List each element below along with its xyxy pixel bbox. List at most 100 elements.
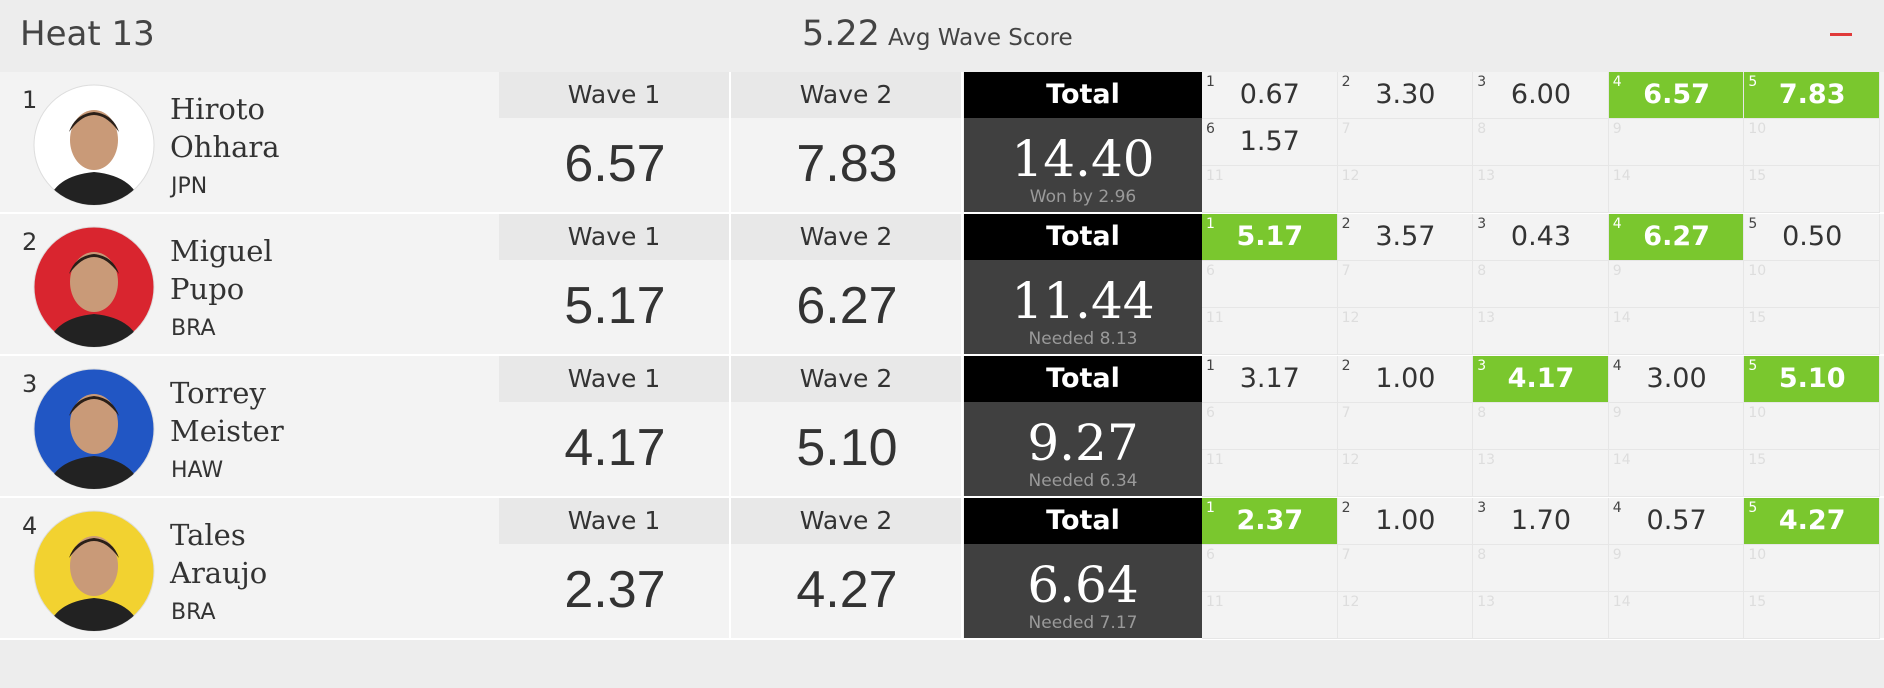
wave-number: 11 — [1206, 452, 1224, 468]
total-score: 6.64 — [1027, 556, 1139, 614]
wave-cell: 7 — [1337, 403, 1474, 450]
wave-number: 10 — [1748, 263, 1767, 279]
best-wave-score: 6.57 — [564, 135, 666, 193]
wave-cell: 14 — [1608, 592, 1745, 639]
wave-value-cell — [499, 118, 731, 212]
avg-label: Avg Wave Score — [887, 25, 1073, 51]
wave-cell: 2 3.57 — [1337, 214, 1474, 261]
wave-number: 2 — [1341, 500, 1351, 516]
wave-number: 1 — [1206, 358, 1215, 374]
wave-number: 8 — [1477, 547, 1487, 563]
rank: 4 — [22, 512, 38, 540]
wave-cell: 1 2.37 — [1202, 498, 1338, 545]
wave-cell: 8 — [1473, 261, 1609, 308]
total-score: 9.27 — [1027, 414, 1139, 472]
wave-cell: 11 — [1202, 308, 1338, 355]
wave-score: 3.00 — [1646, 363, 1707, 394]
wave-cell: 12 — [1337, 592, 1474, 639]
wave-score: 0.67 — [1239, 79, 1300, 110]
country: BRA — [171, 316, 216, 341]
best-wave-score: 5.10 — [796, 419, 898, 477]
avatar — [33, 226, 155, 348]
wave-number: 15 — [1748, 310, 1767, 326]
wave-number: 14 — [1612, 452, 1631, 468]
wave-cell: 10 — [1744, 545, 1880, 592]
wave-score: 3.30 — [1375, 79, 1436, 110]
wave-number: 7 — [1341, 263, 1351, 279]
wave-number: 2 — [1341, 74, 1351, 90]
wave-cell: 7 — [1337, 119, 1474, 166]
wave-cell: 15 — [1744, 450, 1880, 497]
wave-number: 8 — [1477, 263, 1487, 279]
collapse-button[interactable] — [1830, 33, 1852, 36]
result-note: Needed 8.13 — [1028, 329, 1138, 349]
wave-score: 1.57 — [1239, 126, 1300, 157]
wave-label: Wave 2 — [731, 356, 963, 402]
wave-number: 1 — [1206, 500, 1215, 516]
wave-cell: 5 7.83 — [1744, 72, 1880, 119]
wave-cell: 2 1.00 — [1337, 356, 1474, 403]
wave-score: 1.00 — [1375, 363, 1436, 394]
wave-cell: 3 1.70 — [1473, 498, 1609, 545]
wave-number: 4 — [1612, 358, 1622, 374]
country: JPN — [171, 174, 208, 199]
wave-number: 3 — [1477, 216, 1487, 232]
wave-number: 2 — [1341, 216, 1351, 232]
wave-cell: 14 — [1608, 450, 1745, 497]
wave-cell: 9 — [1608, 403, 1745, 450]
best-wave-score: 7.83 — [796, 135, 898, 193]
wave-cell: 11 — [1202, 166, 1338, 213]
wave-cell: 9 — [1608, 119, 1745, 166]
wave-label: Wave 2 — [731, 498, 963, 544]
wave-cell: 6 — [1202, 403, 1338, 450]
total-label: Total — [964, 498, 1202, 544]
wave-number: 11 — [1206, 310, 1224, 326]
wave-score: 0.50 — [1782, 221, 1843, 252]
wave-number: 4 — [1612, 500, 1622, 516]
wave-cell: 3 4.17 — [1473, 356, 1609, 403]
wave-number: 4 — [1612, 74, 1622, 90]
wave-cell: 5 4.27 — [1744, 498, 1880, 545]
wave-number: 11 — [1206, 168, 1224, 184]
wave-cell: 3 0.43 — [1473, 214, 1609, 261]
total-label: Total — [964, 356, 1202, 402]
result-note: Needed 6.34 — [1028, 471, 1138, 491]
wave-cell: 3 6.00 — [1473, 72, 1609, 119]
first-name: Tales — [170, 518, 246, 552]
result-note: Needed 7.17 — [1028, 613, 1138, 633]
wave-number: 13 — [1477, 594, 1496, 610]
total-label: Total — [964, 72, 1202, 118]
wave-cell: 10 — [1744, 261, 1880, 308]
wave-number: 8 — [1477, 121, 1487, 137]
wave-number: 9 — [1612, 121, 1622, 137]
last-name: Araujo — [170, 556, 268, 590]
total-label: Total — [964, 214, 1202, 260]
wave-cell: 9 — [1608, 261, 1745, 308]
wave-score: 6.57 — [1643, 79, 1710, 110]
surfer-row: 2 Miguel Pupo BRA Wave 1 5.17 Wave 2 6.27 Total… — [0, 214, 1884, 356]
wave-cell: 10 — [1744, 403, 1880, 450]
wave-number: 3 — [1477, 358, 1487, 374]
wave-label: Wave 1 — [499, 72, 731, 118]
first-name: Miguel — [170, 234, 273, 268]
wave-number: 12 — [1341, 310, 1360, 326]
best-wave-score: 5.17 — [564, 277, 666, 335]
wave-value-cell — [499, 260, 731, 354]
wave-number: 15 — [1748, 452, 1767, 468]
wave-value-cell — [731, 260, 963, 354]
best-wave-score: 4.17 — [564, 419, 666, 477]
wave-number: 11 — [1206, 594, 1224, 610]
rank: 3 — [22, 370, 38, 398]
wave-number: 9 — [1612, 263, 1622, 279]
wave-number: 3 — [1477, 500, 1487, 516]
wave-number: 7 — [1341, 121, 1351, 137]
wave-cell: 15 — [1744, 166, 1880, 213]
wave-number: 5 — [1748, 216, 1758, 232]
wave-cell: 8 — [1473, 119, 1609, 166]
wave-number: 13 — [1477, 168, 1496, 184]
wave-number: 14 — [1612, 168, 1631, 184]
total-box — [964, 544, 1202, 638]
wave-label: Wave 1 — [499, 356, 731, 402]
wave-value-cell — [731, 402, 963, 496]
wave-cell: 5 5.10 — [1744, 356, 1880, 403]
